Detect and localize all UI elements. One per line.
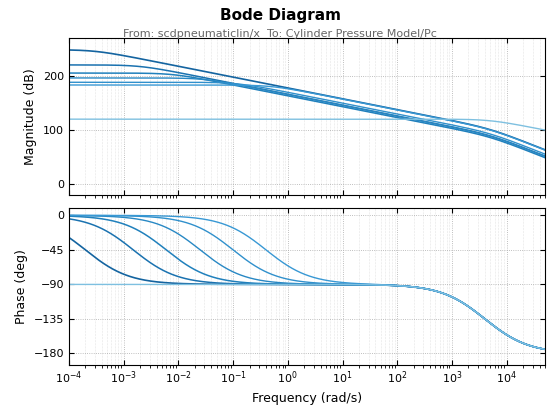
Y-axis label: Phase (deg): Phase (deg): [15, 249, 28, 324]
X-axis label: Frequency (rad/s): Frequency (rad/s): [252, 392, 362, 405]
Text: Bode Diagram: Bode Diagram: [220, 8, 340, 24]
Text: From: scdpneumaticlin/x  To: Cylinder Pressure Model/Pc: From: scdpneumaticlin/x To: Cylinder Pre…: [123, 29, 437, 39]
Y-axis label: Magnitude (dB): Magnitude (dB): [25, 68, 38, 165]
